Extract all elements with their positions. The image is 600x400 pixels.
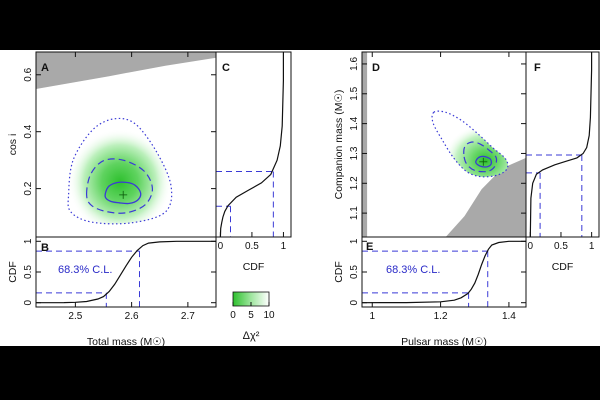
x-tick-label: 1.2 bbox=[434, 311, 448, 322]
x-tick-label: 0.5 bbox=[554, 241, 568, 252]
y-tick-label: 0.6 bbox=[23, 67, 34, 81]
y-tick-label: 0 bbox=[23, 299, 34, 305]
y-tick-label: 1.1 bbox=[349, 206, 360, 220]
contour-3-sigma bbox=[431, 110, 509, 178]
cdf-curve-companion-mass bbox=[529, 52, 593, 238]
panel-e: 0 0.5 1 CDF 1 1.2 1.4 Pulsar mass (M☉) E 68.3% … bbox=[333, 236, 527, 348]
x-tick-label: 2.6 bbox=[125, 311, 139, 322]
cdf-curve-pulsar-mass bbox=[361, 240, 526, 304]
confidence-level-label-right: 68.3% C.L. bbox=[386, 264, 440, 276]
x-axis-label: CDF bbox=[552, 261, 574, 273]
colorbar-tick-label: 5 bbox=[248, 310, 254, 321]
contour-2-sigma bbox=[463, 141, 498, 173]
y-axis-label: CDF bbox=[7, 261, 19, 283]
y-axis-label: Companion mass (M☉) bbox=[333, 90, 345, 200]
colorbar-label: Δχ² bbox=[243, 330, 260, 342]
confidence-level-label-left: 68.3% C.L. bbox=[58, 264, 112, 276]
panel-f-label: F bbox=[534, 62, 541, 74]
y-tick-label: 0.5 bbox=[349, 265, 360, 279]
x-tick-label: 0 bbox=[528, 241, 534, 252]
x-axis-label: Total mass (M☉) bbox=[87, 336, 165, 348]
panel-a-label: A bbox=[41, 62, 49, 74]
colorbar-tick-label: 10 bbox=[263, 310, 275, 321]
y-tick-label: 0.5 bbox=[23, 265, 34, 279]
y-tick-label: 0.4 bbox=[23, 124, 34, 138]
x-axis-label: Pulsar mass (M☉) bbox=[401, 336, 487, 348]
contour-1-sigma bbox=[475, 155, 493, 168]
panel-b-label: B bbox=[41, 242, 49, 254]
y-tick-label: 0 bbox=[349, 299, 360, 305]
excluded-region-d-left bbox=[362, 52, 368, 237]
y-axis-label: cos i bbox=[7, 134, 19, 156]
panel-b: 0 0.5 1 CDF 2.5 2.6 2.7 Total mass (M☉) B 68.3%… bbox=[7, 236, 217, 348]
x-tick-label: 1 bbox=[369, 311, 375, 322]
excluded-region-d bbox=[445, 157, 526, 237]
panel-d-label: D bbox=[372, 62, 380, 74]
y-tick-label: 1 bbox=[23, 238, 34, 244]
y-tick-label: 1.4 bbox=[349, 116, 360, 130]
contour-2-sigma bbox=[85, 158, 154, 214]
y-tick-label: 1.5 bbox=[349, 86, 360, 100]
y-tick-label: 1.6 bbox=[349, 57, 360, 71]
panel-f: 0 0.5 1 CDF F bbox=[525, 51, 600, 273]
x-tick-label: 1 bbox=[589, 241, 595, 252]
cdf-curve-cos-i bbox=[219, 52, 284, 238]
x-tick-label: 2.7 bbox=[181, 311, 195, 322]
panel-c: 0 0.5 1 CDF C bbox=[215, 51, 292, 273]
panel-d: 1.1 1.2 1.3 1.4 1.5 1.6 Companion mass (M☉) D bbox=[333, 51, 527, 238]
panel-e-label: E bbox=[366, 241, 373, 253]
likelihood-heatmap-d bbox=[432, 111, 508, 177]
y-tick-label: 1.2 bbox=[349, 176, 360, 190]
x-tick-label: 2.5 bbox=[68, 311, 82, 322]
x-tick-label: 1.4 bbox=[502, 311, 516, 322]
x-axis-label: CDF bbox=[243, 261, 265, 273]
colorbar: 0 5 10 Δχ² bbox=[230, 291, 275, 342]
contour-3-sigma bbox=[67, 117, 173, 225]
panel-c-label: C bbox=[222, 62, 230, 74]
y-tick-label: 1 bbox=[349, 238, 360, 244]
y-axis-label: CDF bbox=[333, 261, 345, 283]
cdf-curve-total-mass bbox=[35, 240, 216, 304]
y-tick-label: 1.3 bbox=[349, 146, 360, 160]
x-tick-label: 0.5 bbox=[245, 241, 259, 252]
excluded-region-a bbox=[36, 52, 216, 89]
panel-a: 0.2 0.4 0.6 cos i A bbox=[7, 51, 217, 238]
x-tick-label: 1 bbox=[281, 241, 287, 252]
contour-1-sigma bbox=[104, 181, 142, 205]
x-tick-label: 0 bbox=[218, 241, 224, 252]
y-tick-label: 0.2 bbox=[23, 181, 34, 195]
colorbar-tick-label: 0 bbox=[230, 310, 236, 321]
likelihood-heatmap-a bbox=[68, 118, 172, 224]
